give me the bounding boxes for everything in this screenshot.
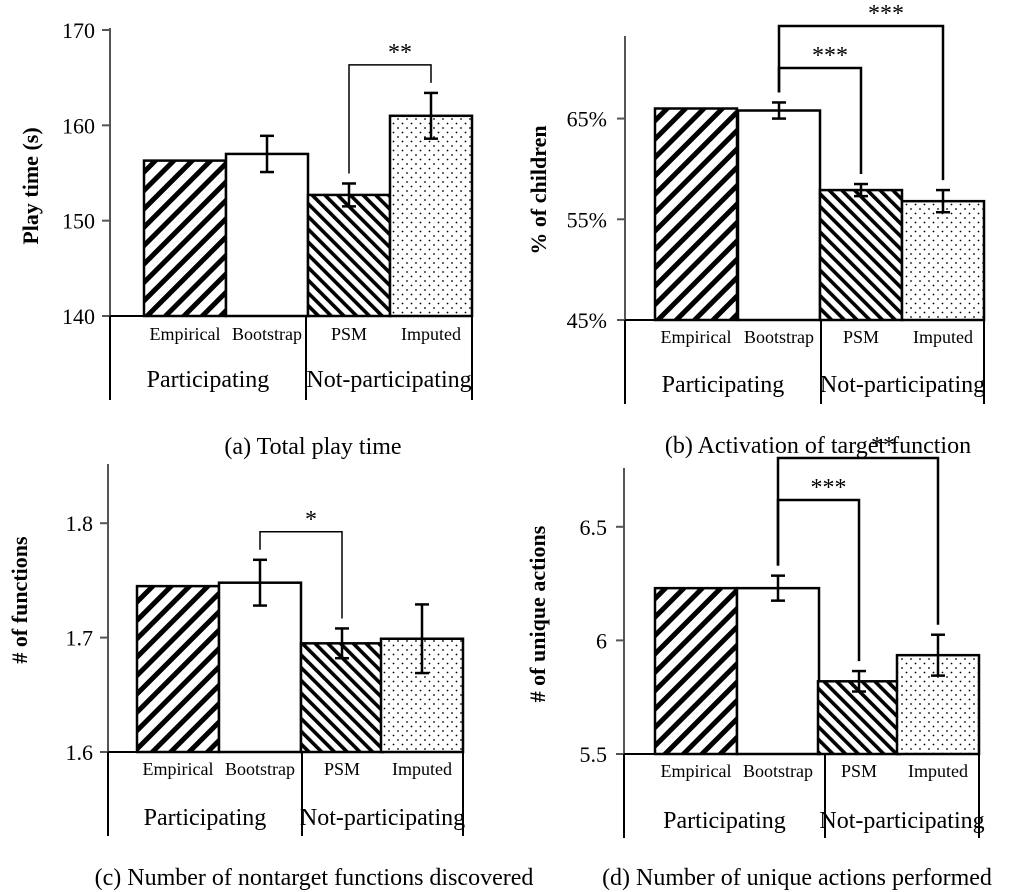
bracket-line <box>776 456 940 625</box>
error-bar-bootstrap <box>772 101 786 120</box>
error-bar-psm <box>335 627 349 660</box>
bar-empirical <box>653 586 739 756</box>
error-bar-imputed <box>415 603 429 675</box>
y-tick-label: 65% <box>567 107 607 132</box>
significance-label: ** <box>388 40 412 66</box>
significance-label: *** <box>812 43 848 69</box>
error-bar-imputed <box>931 633 945 677</box>
significance-bracket: *** <box>777 1 945 181</box>
bar-imputed <box>900 199 986 322</box>
bar-imputed <box>388 114 474 318</box>
bar-psm <box>306 193 392 318</box>
category-label-imputed: Imputed <box>401 324 461 344</box>
category-label-empirical: Empirical <box>661 327 732 347</box>
chart-panel-c: 1.6 1.7 1.8 # of functions * Empirical Bootstr… <box>7 464 533 891</box>
bar-empirical <box>653 107 739 322</box>
error-bar-psm <box>342 182 356 208</box>
category-label-bootstrap: Bootstrap <box>743 761 813 781</box>
significance-label: ** <box>871 433 895 459</box>
bracket-line <box>259 531 343 619</box>
bar-empirical <box>142 159 228 318</box>
significance-bracket: * <box>259 507 343 619</box>
significance-label: *** <box>811 475 847 501</box>
category-label-psm: PSM <box>841 761 877 781</box>
significance-bracket: ** <box>776 433 940 625</box>
group-label-participating: Participating <box>663 808 786 834</box>
chart-panel-a: 140 150 160 170 Play time (s) ** Empirical Boot… <box>18 18 474 460</box>
panel-caption: (b) Activation of target function <box>665 433 971 459</box>
category-label-empirical: Empirical <box>143 759 214 779</box>
category-label-bootstrap: Bootstrap <box>232 324 302 344</box>
category-label-psm: PSM <box>324 759 360 779</box>
category-label-psm: PSM <box>843 327 879 347</box>
bar-psm <box>299 642 385 754</box>
significance-label: *** <box>868 1 904 27</box>
bar-bootstrap <box>224 152 310 318</box>
category-label-imputed: Imputed <box>913 327 973 347</box>
category-label-bootstrap: Bootstrap <box>744 327 814 347</box>
group-label-participating: Participating <box>147 367 270 393</box>
chart-panel-b: 45% 55% 65% % of children *** *** Empirical Boo… <box>526 1 986 459</box>
y-tick-label: 5.5 <box>580 742 608 767</box>
y-axis-title: # of functions <box>7 536 32 664</box>
bar-psm <box>818 188 904 322</box>
group-label-not-participating: Not-participating <box>820 372 985 398</box>
group-label-participating: Participating <box>662 372 785 398</box>
bar-bootstrap <box>736 109 822 322</box>
group-label-not-participating: Not-participating <box>306 367 471 393</box>
category-label-imputed: Imputed <box>908 761 968 781</box>
significance-bracket: *** <box>777 43 863 175</box>
y-tick-label: 1.8 <box>66 511 94 536</box>
y-tick-label: 170 <box>62 18 95 43</box>
bar-bootstrap <box>217 581 303 754</box>
y-tick-label: 55% <box>567 207 607 232</box>
y-tick-label: 150 <box>62 209 95 234</box>
significance-label: * <box>305 507 317 533</box>
panel-caption: (c) Number of nontarget functions discov… <box>95 865 534 891</box>
bar-bootstrap <box>735 586 821 756</box>
group-label-not-participating: Not-participating <box>300 805 465 831</box>
error-bar-bootstrap <box>253 558 267 607</box>
bracket-line <box>777 24 945 181</box>
group-label-participating: Participating <box>144 805 267 831</box>
error-bar-bootstrap <box>260 134 274 174</box>
error-bar-bootstrap <box>771 574 785 602</box>
error-bar-psm <box>852 669 866 693</box>
y-tick-label: 160 <box>62 113 95 138</box>
y-tick-label: 1.7 <box>66 626 94 651</box>
category-label-imputed: Imputed <box>392 759 452 779</box>
bar-empirical <box>135 584 221 754</box>
group-label-not-participating: Not-participating <box>819 808 984 834</box>
significance-bracket: ** <box>348 40 432 174</box>
y-axis-title: # of unique actions <box>525 525 550 702</box>
error-bar-imputed <box>936 188 950 214</box>
y-tick-label: 140 <box>62 304 95 329</box>
category-label-bootstrap: Bootstrap <box>225 759 295 779</box>
y-axis-title: % of children <box>526 125 551 254</box>
y-tick-label: 6 <box>596 628 607 653</box>
y-tick-label: 6.5 <box>580 515 608 540</box>
error-bar-imputed <box>424 91 438 140</box>
chart-panel-d: 5.566.5# of unique actions*****Empirical… <box>525 433 992 891</box>
panel-caption: (a) Total play time <box>224 434 401 460</box>
error-bar-psm <box>854 182 868 198</box>
category-label-empirical: Empirical <box>661 761 732 781</box>
category-label-psm: PSM <box>331 324 367 344</box>
category-label-empirical: Empirical <box>150 324 221 344</box>
bracket-line <box>348 64 432 174</box>
y-axis-title: Play time (s) <box>18 127 43 244</box>
panel-caption: (d) Number of unique actions performed <box>602 865 992 891</box>
y-tick-label: 45% <box>567 308 607 333</box>
y-tick-label: 1.6 <box>66 740 94 765</box>
